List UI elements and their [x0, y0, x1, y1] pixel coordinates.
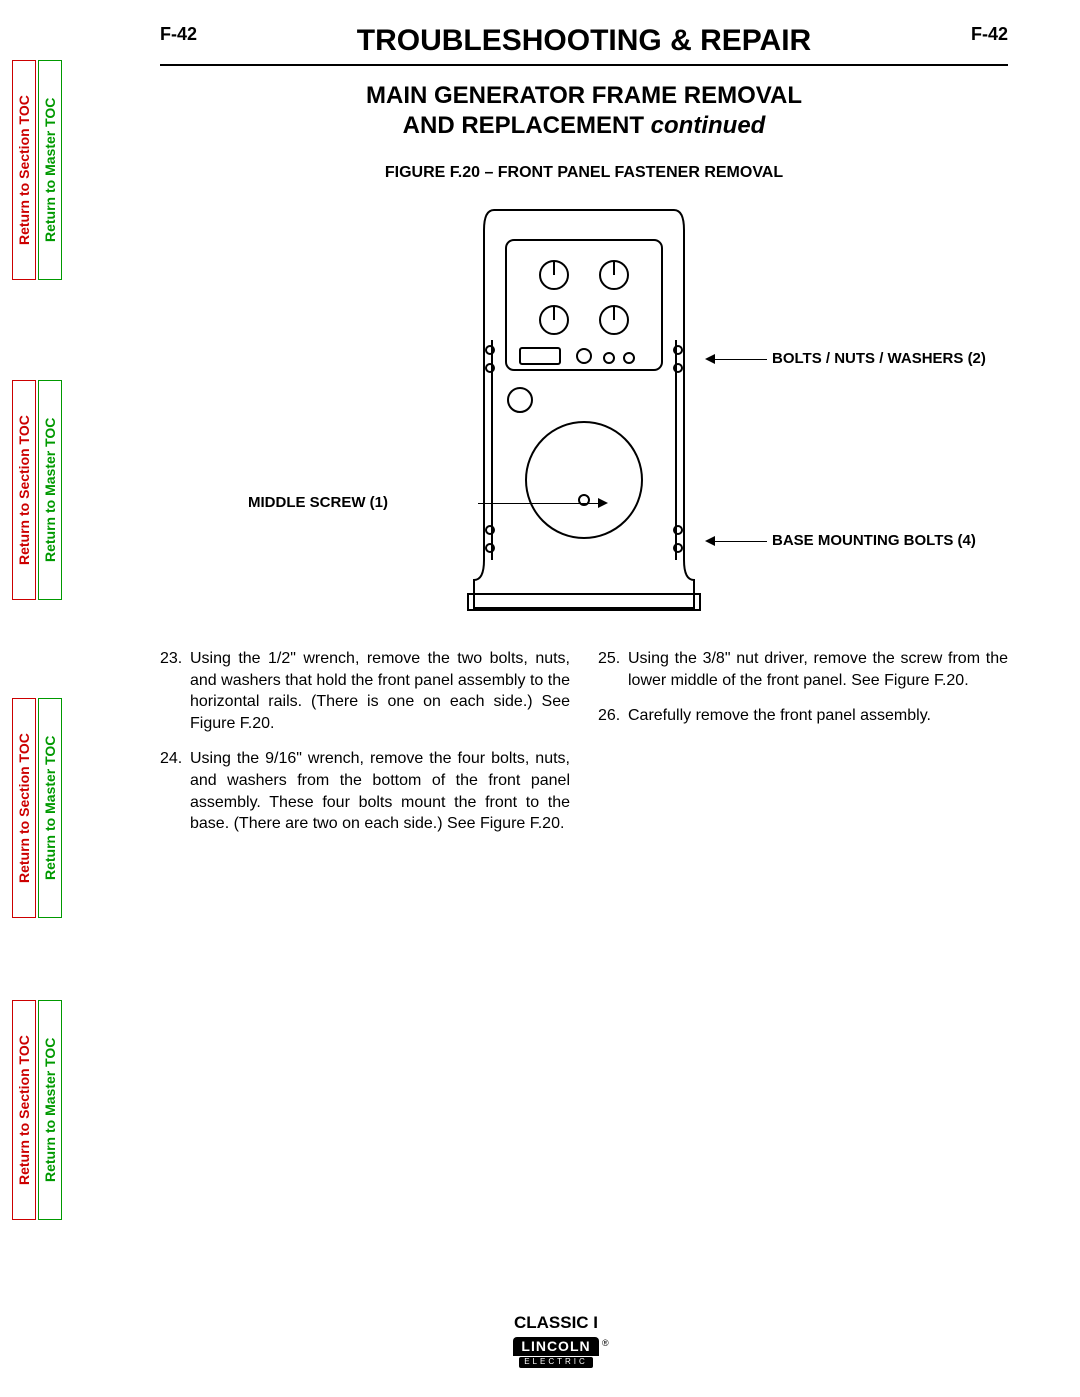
arrow-icon: [705, 354, 715, 364]
leader-line: [715, 359, 767, 360]
return-master-toc-link[interactable]: Return to Master TOC: [38, 60, 62, 280]
instruction-columns: 23.Using the 1/2" wrench, remove the two…: [160, 648, 1008, 849]
return-master-toc-link[interactable]: Return to Master TOC: [38, 1000, 62, 1220]
left-column: 23.Using the 1/2" wrench, remove the two…: [160, 648, 570, 849]
step-number: 25.: [598, 648, 628, 691]
right-column: 25.Using the 3/8" nut driver, remove the…: [598, 648, 1008, 849]
step-number: 24.: [160, 748, 190, 834]
step-item: 26.Carefully remove the front panel asse…: [598, 705, 1008, 727]
steps-right: 25.Using the 3/8" nut driver, remove the…: [598, 648, 1008, 727]
callout-base-bolts: BASE MOUNTING BOLTS (4): [772, 532, 976, 549]
arrow-icon: [598, 498, 608, 508]
subtitle-continued: continued: [651, 112, 766, 139]
page-number-right: F-42: [971, 24, 1008, 45]
figure-f20: BOLTS / NUTS / WASHERS (2) MIDDLE SCREW …: [160, 200, 1008, 620]
subtitle-line1: MAIN GENERATOR FRAME REMOVAL: [160, 82, 1008, 110]
logo-bottom-text: ELECTRIC: [519, 1357, 592, 1368]
return-section-toc-link[interactable]: Return to Section TOC: [12, 698, 36, 918]
logo-top-text: LINCOLN: [513, 1337, 598, 1356]
subtitle-line2-text: AND REPLACEMENT: [403, 112, 651, 139]
step-text: Carefully remove the front panel assembl…: [628, 705, 931, 727]
steps-left: 23.Using the 1/2" wrench, remove the two…: [160, 648, 570, 835]
registered-mark: ®: [602, 1339, 609, 1348]
header-rule: [160, 64, 1008, 66]
return-section-toc-link[interactable]: Return to Section TOC: [12, 60, 36, 280]
figure-caption: FIGURE F.20 – FRONT PANEL FASTENER REMOV…: [160, 164, 1008, 182]
step-item: 23.Using the 1/2" wrench, remove the two…: [160, 648, 570, 734]
step-text: Using the 9/16" wrench, remove the four …: [190, 748, 570, 834]
return-master-toc-link[interactable]: Return to Master TOC: [38, 380, 62, 600]
page-content: F-42 TROUBLESHOOTING & REPAIR F-42 MAIN …: [80, 0, 1080, 849]
leader-line: [715, 541, 767, 542]
callout-middle-screw: MIDDLE SCREW (1): [248, 494, 388, 511]
page-number-left: F-42: [160, 24, 197, 45]
leader-line: [478, 503, 598, 504]
step-text: Using the 3/8" nut driver, remove the sc…: [628, 648, 1008, 691]
return-master-toc-link[interactable]: Return to Master TOC: [38, 698, 62, 918]
subtitle-line2: AND REPLACEMENT continued: [160, 112, 1008, 140]
front-panel-diagram: [464, 200, 704, 620]
page-footer: CLASSIC I LINCOLN ® ELECTRIC: [80, 1313, 1032, 1369]
sidebar: Return to Section TOC Return to Master T…: [0, 0, 60, 1397]
model-name: CLASSIC I: [80, 1313, 1032, 1333]
page-header: F-42 TROUBLESHOOTING & REPAIR F-42: [160, 24, 1008, 58]
step-text: Using the 1/2" wrench, remove the two bo…: [190, 648, 570, 734]
step-item: 24.Using the 9/16" wrench, remove the fo…: [160, 748, 570, 834]
lincoln-electric-logo: LINCOLN ® ELECTRIC: [513, 1337, 598, 1368]
callout-bolts: BOLTS / NUTS / WASHERS (2): [772, 350, 986, 367]
return-section-toc-link[interactable]: Return to Section TOC: [12, 380, 36, 600]
arrow-icon: [705, 536, 715, 546]
step-item: 25.Using the 3/8" nut driver, remove the…: [598, 648, 1008, 691]
step-number: 26.: [598, 705, 628, 727]
section-title: TROUBLESHOOTING & REPAIR: [357, 24, 811, 58]
step-number: 23.: [160, 648, 190, 734]
return-section-toc-link[interactable]: Return to Section TOC: [12, 1000, 36, 1220]
